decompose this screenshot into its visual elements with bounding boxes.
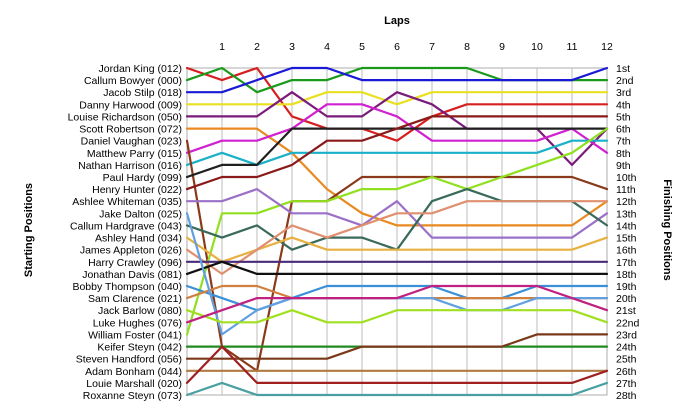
- finishing-position-label: 18th: [616, 269, 637, 281]
- finishing-position-label: 21st: [616, 305, 636, 317]
- finishing-position-label: 22nd: [616, 317, 640, 329]
- series-line: [185, 127, 609, 336]
- finishing-position-label: 26th: [616, 366, 637, 378]
- finishing-position-label: 15th: [616, 233, 637, 245]
- driver-label: Roxanne Steyn (073): [83, 390, 182, 402]
- lap-tick-label: 12: [601, 41, 613, 53]
- series-line: [185, 127, 609, 227]
- driver-label: Paul Hardy (099): [103, 172, 182, 184]
- driver-label: Ashley Hand (034): [95, 233, 182, 245]
- lap-tick-label: 1: [219, 41, 225, 53]
- finishing-position-label: 9th: [616, 160, 631, 172]
- lap-tick-label: 3: [289, 41, 295, 53]
- driver-label: Keifer Steyn (042): [97, 342, 182, 354]
- right-axis-title: Finishing Positions: [661, 179, 673, 280]
- driver-label: Daniel Vaughan (023): [81, 136, 182, 148]
- lap-tick-label: 2: [254, 41, 260, 53]
- driver-label: Nathan Harrison (016): [78, 160, 182, 172]
- finishing-position-label: 2nd: [616, 75, 634, 87]
- finishing-position-label: 23rd: [616, 329, 637, 341]
- finishing-position-label: 19th: [616, 281, 637, 293]
- finishing-position-label: 5th: [616, 111, 631, 123]
- driver-label: Louise Richardson (050): [68, 111, 182, 123]
- series-lines: [185, 66, 609, 397]
- finishing-position-label: 13th: [616, 208, 637, 220]
- driver-label: Harry Crawley (096): [88, 257, 182, 269]
- series-line: [185, 260, 609, 275]
- driver-label: Jack Barlow (080): [98, 305, 182, 317]
- finishing-position-label: 11th: [616, 184, 636, 196]
- driver-label: Jordan King (012): [99, 63, 182, 75]
- driver-label: Jacob Stilp (018): [103, 87, 182, 99]
- driver-label: Callum Hardgrave (043): [70, 220, 182, 232]
- finishing-position-label: 7th: [616, 136, 631, 148]
- driver-label: Danny Harwood (009): [79, 99, 182, 111]
- driver-label: Louie Marshall (020): [86, 378, 182, 390]
- driver-label: Matthew Parry (015): [87, 148, 182, 160]
- series-line: [185, 188, 609, 239]
- starting-position-labels: Jordan King (012)Callum Bowyer (000)Jaco…: [68, 63, 182, 402]
- x-axis-title: Laps: [384, 15, 410, 27]
- lap-tick-label: 9: [499, 41, 505, 53]
- finishing-position-label: 25th: [616, 354, 637, 366]
- lap-tick-label: 11: [567, 41, 578, 53]
- finishing-position-label: 10th: [616, 172, 637, 184]
- lap-tick-label: 4: [324, 41, 330, 53]
- series-line: [185, 309, 609, 324]
- driver-label: James Appleton (026): [80, 245, 182, 257]
- series-line: [185, 103, 609, 154]
- finishing-position-label: 16th: [616, 245, 637, 257]
- finishing-position-label: 4th: [616, 99, 631, 111]
- lap-tick-labels: 1 2 3 4 5 6 7 8 9 10 11 12: [219, 41, 613, 53]
- finishing-position-label: 24th: [616, 342, 637, 354]
- driver-label: Bobby Thompson (040): [72, 281, 182, 293]
- series-line: [185, 333, 609, 360]
- driver-label: Steven Handford (056): [76, 354, 182, 366]
- lap-tick-label: 6: [394, 41, 400, 53]
- lap-tick-label: 10: [531, 41, 543, 53]
- finishing-position-label: 12th: [616, 196, 637, 208]
- series-line: [185, 200, 609, 275]
- driver-label: Sam Clarence (021): [88, 293, 182, 305]
- finishing-position-labels: 1st2nd3rd4th5th6th7th8th9th10th11th12th1…: [616, 63, 640, 402]
- driver-label: William Foster (041): [88, 329, 182, 341]
- driver-label: Jake Dalton (025): [99, 208, 182, 220]
- finishing-position-label: 8th: [616, 148, 631, 160]
- driver-label: Luke Hughes (076): [93, 317, 182, 329]
- finishing-position-label: 14th: [616, 220, 637, 232]
- finishing-position-label: 20th: [616, 293, 637, 305]
- series-line: [185, 345, 609, 384]
- finishing-position-label: 27th: [616, 378, 637, 390]
- series-line: [185, 284, 609, 324]
- driver-label: Adam Bonham (044): [85, 366, 182, 378]
- finishing-position-label: 1st: [616, 63, 630, 75]
- series-line: [185, 91, 609, 106]
- finishing-position-label: 3rd: [616, 87, 631, 99]
- lap-tick-label: 5: [359, 41, 365, 53]
- finishing-position-label: 6th: [616, 124, 631, 136]
- driver-label: Henry Hunter (022): [92, 184, 182, 196]
- driver-label: Scott Robertson (072): [79, 124, 182, 136]
- lap-tick-label: 8: [464, 41, 470, 53]
- series-line: [185, 115, 609, 191]
- driver-label: Jonathan Davis (081): [82, 269, 182, 281]
- series-line: [185, 381, 609, 397]
- left-axis-title: Starting Positions: [23, 183, 35, 277]
- finishing-position-label: 28th: [616, 390, 637, 402]
- driver-label: Callum Bowyer (000): [84, 75, 182, 87]
- series-line: [185, 66, 609, 94]
- finishing-position-label: 17th: [616, 257, 637, 269]
- lap-tick-label: 7: [429, 41, 435, 53]
- driver-label: Ashlee Whiteman (035): [72, 196, 182, 208]
- series-line: [185, 66, 609, 142]
